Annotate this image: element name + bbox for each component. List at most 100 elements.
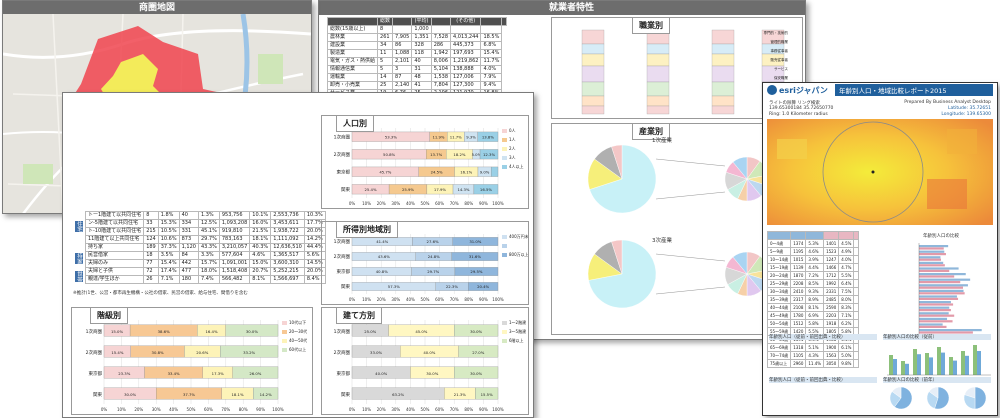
table-cell: 12.5% xyxy=(197,219,220,228)
legend-swatch xyxy=(502,156,507,160)
occupation-segment xyxy=(711,95,735,107)
table-row: 0〜4歳 1374 5.3% 1401 4.5% xyxy=(766,239,860,248)
pie-slice xyxy=(964,386,976,399)
income-stack-chart: 0% 10% 20% 30% 40% 50% 60% 70% 80% 90% 100% 1次商圏 41.… xyxy=(334,233,533,302)
table-cell: 農林業 xyxy=(326,33,379,42)
legend-label: 事務従事者 xyxy=(771,48,789,53)
legend-label: 3〜5階建 xyxy=(509,328,526,334)
table-cell: 26 xyxy=(143,275,159,284)
occupation-segment xyxy=(711,65,735,83)
table-cell: 11.7% xyxy=(480,57,503,66)
table-cell: 2,553,736 xyxy=(270,211,305,220)
data-label: 24.5% xyxy=(431,170,443,175)
bar xyxy=(919,303,954,306)
bar-segment xyxy=(232,366,279,379)
table-cell: 1918 xyxy=(823,319,840,328)
table-row: 50〜54歳 1512 5.8% 1918 6.2% xyxy=(766,319,860,328)
table-cell: 2208 xyxy=(790,279,807,288)
table-cell xyxy=(853,279,860,288)
table-row: 製造業 11 1,088 118 1,942 197,693 15.4% xyxy=(326,49,507,58)
occupation-segment xyxy=(646,53,670,67)
occupation-segment xyxy=(646,65,670,83)
esri-coords: 139.65300184 35.72650770 xyxy=(769,106,834,111)
occupation-segment xyxy=(711,29,735,45)
bar-segment xyxy=(479,149,499,160)
occupation-segment xyxy=(646,105,670,115)
table-cell: 4.7% xyxy=(838,263,855,272)
table-cell: 37.3% xyxy=(157,243,180,252)
legend-label: サービス xyxy=(774,66,788,71)
table-row: 夫婦と子供 72 17.4% 477 18.0% 1,518,408 20.7% 5,252,… xyxy=(71,267,326,276)
table-cell: 8.1% xyxy=(805,303,825,312)
table-cell: 1,351 xyxy=(411,33,432,42)
table-cell: 15.0% xyxy=(249,259,272,268)
x-tick-label: 30% xyxy=(391,407,400,412)
income-section-title: 所得別地域別 xyxy=(336,221,398,238)
table-header xyxy=(823,231,840,240)
category-label: 1次商圏 xyxy=(334,238,351,245)
table-cell: 25 xyxy=(377,81,394,90)
data-label: 15.5% xyxy=(481,392,493,397)
row-spacer xyxy=(71,244,86,252)
data-label: 5.0% xyxy=(472,152,482,157)
data-label: 11.9% xyxy=(432,135,444,140)
x-tick-label: 50% xyxy=(421,297,430,302)
table-cell: 2317 xyxy=(790,295,807,304)
table-cell: 328 xyxy=(411,41,432,50)
data-label: 24.8% xyxy=(428,254,440,259)
bar xyxy=(929,357,933,375)
legend-swatch xyxy=(282,348,287,352)
legend-label: 2人 xyxy=(509,146,516,151)
bar xyxy=(925,353,929,375)
data-label: 40.0% xyxy=(423,350,435,355)
occupation-segment xyxy=(581,65,605,83)
x-tick-label: 20% xyxy=(377,297,386,302)
table-cell: 20〜24歳 xyxy=(766,271,792,280)
legend-label: 800万以上 xyxy=(509,251,528,257)
pie-slice xyxy=(894,386,913,410)
bar xyxy=(953,360,957,375)
table-cell: 1,518,408 xyxy=(218,267,251,276)
table-row: 30〜34歳 2410 9.3% 2331 7.5% xyxy=(766,287,860,296)
table-cell: 14 xyxy=(377,73,394,82)
category-label: 東京都 xyxy=(337,268,351,275)
table-row: 70〜74歳 1105 4.3% 1563 5.0% xyxy=(766,351,860,360)
table-cell: 40 xyxy=(178,211,199,220)
table-cell: 72 xyxy=(143,267,159,276)
table-cell: 1,938,722 xyxy=(270,227,305,236)
table-cell: 70〜74歳 xyxy=(766,351,792,360)
table-cell: 製造業 xyxy=(326,49,379,58)
x-tick-label: 80% xyxy=(239,407,248,412)
bar xyxy=(919,331,973,334)
table-cell: 21.5% xyxy=(249,227,272,236)
occupation-segment xyxy=(581,53,605,67)
table-cell xyxy=(450,25,482,34)
bar-segment xyxy=(225,324,279,337)
table-cell: 7.1% xyxy=(157,275,180,284)
bar xyxy=(919,281,961,284)
table-cell: ト-10階建て以共同住宅 xyxy=(84,227,145,236)
data-label: 63.2% xyxy=(392,392,404,397)
esri-section-3: 年齢別人口の比較（従前） xyxy=(883,334,991,340)
x-tick-label: 60% xyxy=(435,201,444,206)
table-cell: 8,006 xyxy=(430,57,452,66)
table-cell: 8.3% xyxy=(838,303,855,312)
x-tick-label: 100% xyxy=(492,297,504,302)
table-cell: 1,566,697 xyxy=(270,275,305,284)
x-tick-label: 50% xyxy=(187,407,196,412)
table-cell: 4.4% xyxy=(805,263,825,272)
data-label: 30.8% xyxy=(152,350,164,355)
bar xyxy=(919,247,944,250)
table-cell: ン-5階建て以共同住宅 xyxy=(84,219,145,228)
bar xyxy=(919,275,955,278)
heatmap-thumbnail[interactable] xyxy=(767,119,993,225)
bar xyxy=(919,250,945,253)
legend-label: 販売従事者 xyxy=(771,57,789,62)
x-tick-label: 100% xyxy=(492,407,504,412)
table-cell: 87 xyxy=(392,73,413,82)
table-cell: 33 xyxy=(143,219,159,228)
legend-label: 管理的職業 xyxy=(771,39,789,44)
occupation-segment xyxy=(646,95,670,107)
table-header xyxy=(790,231,807,240)
age-section: 階級別 0% 10% 20% 30% 40% 50% 60% 70% 80% 90% 100% 1次商… xyxy=(71,307,313,415)
